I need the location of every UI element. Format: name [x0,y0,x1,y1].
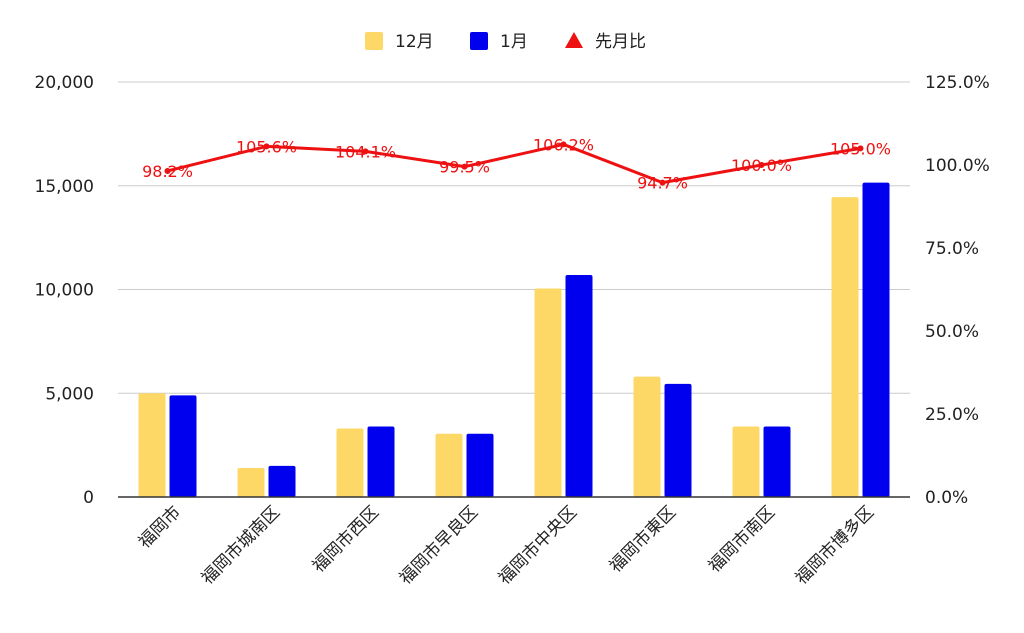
legend-swatch [365,32,383,50]
bar-january [466,433,494,497]
right-tick-label: 100.0% [925,156,990,176]
ratio-point [362,148,369,155]
ratio-data-label: 94.7% [637,174,688,193]
right-axis-ticks: 0.0% 25.0% 50.0% 75.0% 100.0% 125.0% [925,73,990,508]
ratio-point [857,145,864,152]
ratio-point [659,179,666,186]
left-tick-label: 20,000 [35,73,94,93]
bar-january [565,274,593,497]
category-label: 福岡市南区 [705,502,779,576]
ratio-point [263,143,270,150]
ratio-point [758,162,765,168]
right-tick-label: 50.0% [925,322,979,342]
category-label: 福岡市西区 [309,502,383,576]
bar-december [831,197,859,497]
gridlines [118,81,910,394]
legend-label: 1月 [500,32,528,52]
category-label: 福岡市城南区 [198,502,284,588]
category-label: 福岡市博多区 [792,502,878,588]
bars [138,182,890,497]
ratio-line: 98.2% 105.6% 104.1% 99.5% 106.2% 94.7% 100.0% 1… [142,135,891,192]
left-tick-label: 0 [83,488,94,508]
bar-january [664,383,692,497]
legend: 12月 1月 先月比 [365,32,646,52]
category-label: 福岡市早良区 [396,502,482,588]
ratio-line-path [167,142,861,185]
legend-label: 12月 [395,32,434,52]
ratio-point [164,167,171,174]
bar-december [534,288,562,497]
ratio-data-label: 105.6% [236,137,297,156]
bar-december [336,428,364,497]
left-tick-label: 15,000 [35,177,94,197]
ratio-point [560,141,567,148]
category-labels: 福岡市 福岡市城南区 福岡市西区 福岡市早良区 福岡市中央区 福岡市東区 福岡市南区 福岡市博… [135,502,878,588]
bar-december [138,393,166,497]
right-tick-label: 125.0% [925,73,990,93]
right-tick-label: 0.0% [925,488,968,508]
bar-january [763,426,791,497]
category-label: 福岡市東区 [606,502,680,576]
legend-triangle-icon [565,32,583,48]
bar-january [169,395,197,497]
bar-december [633,376,661,497]
right-tick-label: 25.0% [925,405,979,425]
bar-january [862,182,890,497]
bar-december [732,426,760,497]
bar-december [435,433,463,497]
right-tick-label: 75.0% [925,239,979,259]
legend-swatch [470,32,488,50]
bar-january [268,465,296,497]
ratio-data-label: 100.0% [731,156,792,175]
legend-label: 先月比 [595,32,646,52]
left-tick-label: 5,000 [45,384,94,404]
category-label: 福岡市 [135,502,185,552]
ratio-data-label: 99.5% [439,158,490,177]
category-label: 福岡市中央区 [495,502,581,588]
left-axis-ticks: 0 5,000 10,000 15,000 20,000 [35,73,94,508]
ratio-point [461,163,468,170]
bar-december [237,467,265,497]
ratio-data-label: 106.2% [533,135,594,154]
left-tick-label: 10,000 [35,281,94,301]
bar-january [367,426,395,497]
ratio-data-label: 98.2% [142,162,193,181]
ratio-data-label: 105.0% [830,139,891,158]
ratio-data-label: 104.1% [335,142,396,161]
